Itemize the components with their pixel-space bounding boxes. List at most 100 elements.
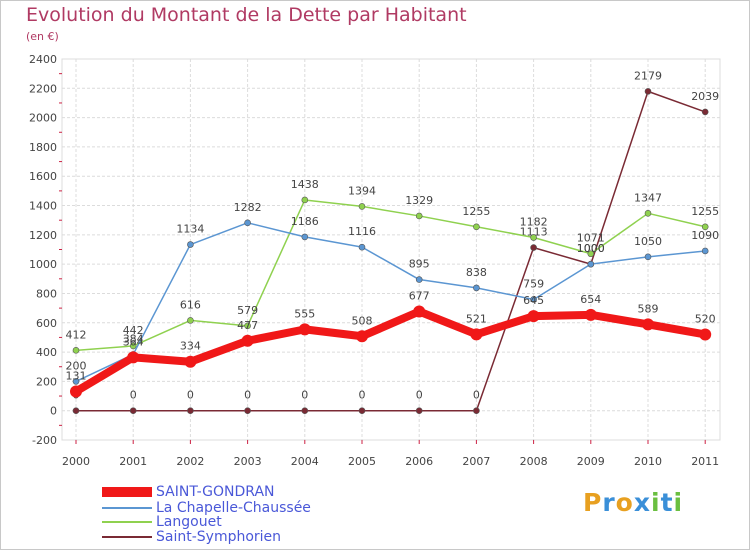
legend-swatch bbox=[102, 536, 152, 538]
logo-letter: r bbox=[602, 488, 616, 517]
legend-label: La Chapelle-Chaussée bbox=[156, 500, 311, 516]
data-point bbox=[584, 308, 597, 321]
data-label: 520 bbox=[695, 312, 716, 325]
data-point bbox=[187, 407, 194, 414]
data-label: 1282 bbox=[234, 201, 262, 214]
data-label: 1182 bbox=[520, 215, 548, 228]
legend-swatch bbox=[102, 487, 152, 497]
data-point bbox=[644, 210, 652, 217]
data-label: 364 bbox=[123, 335, 144, 348]
data-label: 442 bbox=[123, 324, 144, 337]
x-tick-label: 2003 bbox=[234, 455, 262, 468]
data-point bbox=[356, 330, 368, 343]
data-label: 0 bbox=[130, 389, 137, 402]
data-label: 521 bbox=[466, 312, 487, 325]
x-tick-label: 2008 bbox=[520, 455, 548, 468]
y-tick-label: 800 bbox=[36, 287, 57, 300]
data-label: 759 bbox=[523, 277, 544, 290]
data-point bbox=[415, 407, 423, 414]
data-point bbox=[129, 342, 137, 350]
data-label: 1329 bbox=[405, 194, 433, 207]
y-tick-label: 1000 bbox=[29, 258, 57, 271]
data-point bbox=[241, 334, 254, 347]
y-tick-label: 400 bbox=[36, 346, 57, 359]
data-point bbox=[587, 260, 595, 268]
data-label: 677 bbox=[409, 289, 430, 302]
data-label: 1134 bbox=[176, 223, 204, 236]
data-point bbox=[244, 219, 251, 227]
data-point bbox=[244, 322, 251, 330]
data-point bbox=[72, 407, 80, 414]
data-point bbox=[413, 305, 426, 318]
data-point bbox=[298, 323, 311, 336]
data-label: 838 bbox=[466, 266, 487, 279]
logo-letter: t bbox=[660, 488, 674, 517]
series-line bbox=[75, 199, 706, 352]
data-label: 589 bbox=[638, 302, 659, 315]
data-point bbox=[642, 318, 654, 331]
data-point bbox=[701, 223, 709, 231]
data-label: 1394 bbox=[348, 184, 376, 197]
y-tick-label: 0 bbox=[50, 405, 57, 418]
data-point bbox=[358, 203, 366, 210]
data-point bbox=[415, 212, 423, 220]
data-point bbox=[530, 296, 537, 303]
legend-item-la-chapelle-chaussee: La Chapelle-Chaussée bbox=[102, 500, 311, 516]
x-tick-label: 2007 bbox=[462, 455, 490, 468]
data-point bbox=[587, 250, 595, 258]
data-label: 1000 bbox=[577, 242, 605, 255]
data-label: 1255 bbox=[691, 205, 719, 218]
x-tick-label: 2002 bbox=[176, 455, 204, 468]
chart-title: Evolution du Montant de la Dette par Hab… bbox=[26, 4, 467, 26]
data-point bbox=[415, 276, 423, 283]
data-point bbox=[699, 328, 712, 341]
y-tick-label: 200 bbox=[36, 375, 57, 388]
data-point bbox=[473, 284, 480, 292]
series-line bbox=[76, 90, 706, 412]
y-tick-label: 2400 bbox=[29, 53, 57, 66]
data-label: 508 bbox=[352, 314, 373, 327]
y-tick-label: 1200 bbox=[29, 229, 57, 242]
data-label: 616 bbox=[180, 298, 201, 311]
y-tick-label: -200 bbox=[32, 434, 57, 447]
data-point bbox=[644, 88, 652, 95]
data-point bbox=[129, 407, 137, 414]
data-label: 200 bbox=[66, 359, 87, 372]
data-label: 1071 bbox=[577, 232, 605, 245]
chart-subtitle: (en €) bbox=[26, 30, 59, 43]
series-line bbox=[75, 222, 706, 383]
data-label: 579 bbox=[237, 304, 258, 317]
data-point bbox=[244, 407, 251, 414]
data-label: 1186 bbox=[291, 215, 319, 228]
logo-letter: i bbox=[651, 488, 661, 517]
y-tick-label: 2200 bbox=[29, 82, 57, 95]
data-label: 1113 bbox=[520, 226, 548, 239]
data-label: 0 bbox=[187, 389, 194, 402]
data-label: 412 bbox=[66, 328, 87, 341]
data-label: 895 bbox=[409, 258, 430, 271]
legend-label: Saint-Symphorien bbox=[156, 529, 282, 545]
data-label: 131 bbox=[66, 369, 87, 382]
data-label: 1255 bbox=[462, 205, 490, 218]
x-tick-label: 2006 bbox=[405, 455, 433, 468]
data-point bbox=[70, 385, 82, 398]
data-label: 1116 bbox=[348, 225, 376, 238]
y-tick-label: 1800 bbox=[29, 141, 57, 154]
data-label: 1347 bbox=[634, 191, 662, 204]
data-point bbox=[470, 328, 483, 341]
data-label: 477 bbox=[237, 319, 258, 332]
data-point bbox=[530, 244, 537, 251]
data-point bbox=[301, 407, 309, 414]
legend-label: SAINT-GONDRAN bbox=[156, 484, 275, 500]
x-tick-label: 2004 bbox=[291, 455, 319, 468]
data-point bbox=[127, 351, 140, 364]
data-point bbox=[187, 241, 194, 248]
legend-item-saint-symphorien: Saint-Symphorien bbox=[102, 529, 281, 545]
legend-item-langouet: Langouet bbox=[102, 514, 222, 530]
series-line bbox=[73, 307, 706, 395]
data-point bbox=[358, 407, 366, 414]
data-label: 2039 bbox=[691, 90, 719, 103]
data-label: 0 bbox=[301, 389, 308, 402]
data-label: 1050 bbox=[634, 235, 662, 248]
